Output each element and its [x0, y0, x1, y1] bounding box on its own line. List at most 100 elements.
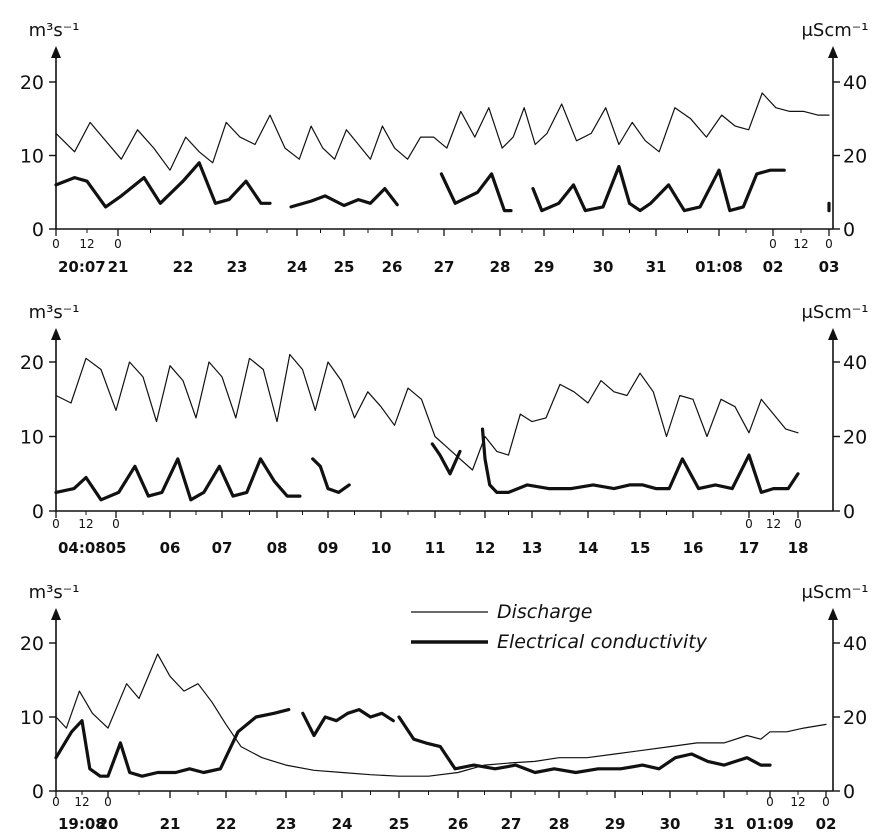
panel-1-day-label: 02	[763, 258, 784, 276]
panel-2-hour-label-end: 0	[794, 517, 802, 531]
panel-1-conductivity-line-segment	[439, 172, 513, 213]
panel-1-day-label: 31	[646, 258, 667, 276]
panel-3-hour-label-end: 0	[822, 795, 830, 809]
panel-3-day-label: 02	[816, 815, 837, 833]
panel-1-day-label: 25	[334, 258, 355, 276]
panel-1-day-label: 30	[593, 258, 614, 276]
panel-3-right-tick-label: 0	[843, 781, 855, 803]
panel-1-left-tick-label: 20	[20, 72, 44, 94]
panel-3-left-tick-label: 20	[20, 633, 44, 655]
panel-1-hour-label-start: 0	[114, 237, 122, 251]
panel-1-right-tick-label: 40	[843, 72, 867, 94]
panel-3-day-label: 25	[389, 815, 410, 833]
panel-2-day-label: 09	[318, 539, 339, 557]
panel-1-day-label: 28	[490, 258, 511, 276]
panel-1-left-axis-arrow	[51, 46, 61, 58]
panel-3-hour-label-start: 12	[74, 795, 89, 809]
panel-2-left-tick-label: 20	[20, 352, 44, 374]
panel-2-left-unit-label: m³s⁻¹	[29, 302, 80, 323]
panel-2-left-tick-label: 0	[32, 501, 44, 523]
panel-2-hour-label-start: 0	[52, 517, 60, 531]
panel-1-hour-label-end: 12	[793, 237, 808, 251]
panel-3-day-label: 28	[549, 815, 570, 833]
panel-2-hour-label-end: 12	[766, 517, 781, 531]
panel-2-day-label: 14	[578, 539, 599, 557]
panel-1-day-label: 29	[534, 258, 555, 276]
panel-3-day-label: 30	[660, 815, 681, 833]
panel-1-right-axis-arrow	[828, 46, 838, 58]
panel-1-hour-label-start: 12	[79, 237, 94, 251]
panel-2-conductivity-line-segment	[430, 442, 462, 476]
panel-2-right-tick-label: 20	[843, 427, 867, 449]
panel-3-right-unit-label: μScm⁻¹	[801, 582, 868, 603]
panel-2-day-label: 10	[371, 539, 392, 557]
panel-3-legend-conductivity-label: Electrical conductivity	[497, 631, 708, 653]
panel-2-conductivity-line-segment	[480, 427, 800, 494]
panel-1-left-unit-label: m³s⁻¹	[29, 20, 80, 41]
panel-2-day-label: 17	[739, 539, 760, 557]
panel-3-day-label: 01:09	[746, 815, 794, 833]
panel-3-right-tick-label: 40	[843, 633, 867, 655]
panel-2-day-label: 04:08	[58, 539, 106, 557]
panel-2-hour-label-start: 12	[78, 517, 93, 531]
panel-3-conductivity-line-segment	[54, 708, 291, 778]
panel-2-hour-label-start: 0	[112, 517, 120, 531]
panel-1-day-label: 26	[382, 258, 403, 276]
panel-3-left-tick-label: 10	[20, 707, 44, 729]
panel-2-day-label: 07	[212, 539, 233, 557]
panel-1-day-label: 01:08	[695, 258, 743, 276]
panel-1-day-label: 20:07	[58, 258, 106, 276]
panel-3-right-axis-arrow	[828, 608, 838, 620]
panel-2-right-axis-arrow	[828, 328, 838, 340]
panel-2-conductivity-line-segment	[54, 457, 302, 502]
panel-2-left-axis-arrow	[51, 328, 61, 340]
panel-3-conductivity-line-segment	[397, 715, 772, 775]
panel-1-day-label: 21	[108, 258, 129, 276]
panel-2-day-label: 13	[522, 539, 543, 557]
panel-3-day-label: 20	[98, 815, 119, 833]
panel-2-day-label: 08	[267, 539, 288, 557]
panel-1-conductivity-line-segment	[54, 161, 272, 209]
panel-3-day-label: 29	[605, 815, 626, 833]
panel-1-right-tick-label: 20	[843, 146, 867, 168]
panel-1-day-label: 23	[227, 258, 248, 276]
panel-2-day-label: 16	[683, 539, 704, 557]
panel-1-conductivity-line-segment	[531, 164, 632, 213]
panel-1-day-label: 03	[819, 258, 840, 276]
panel-2-hour-label-end: 0	[745, 517, 753, 531]
panel-1-day-label: 22	[173, 258, 194, 276]
panel-1-right-unit-label: μScm⁻¹	[801, 20, 868, 41]
panel-3-left-unit-label: m³s⁻¹	[29, 582, 80, 603]
panel-3-hour-label-start: 0	[52, 795, 60, 809]
panel-3-day-label: 23	[276, 815, 297, 833]
panel-3-hour-label-end: 12	[790, 795, 805, 809]
panel-2-day-label: 12	[475, 539, 496, 557]
panel-3-day-label: 31	[714, 815, 735, 833]
panel-1-conductivity-line-segment	[289, 187, 399, 209]
panel-3-day-label: 21	[160, 815, 181, 833]
panel-3-day-label: 22	[216, 815, 237, 833]
panel-3-conductivity-line-segment	[301, 708, 395, 738]
panel-2-day-label: 15	[630, 539, 651, 557]
panel-3-hour-label-end: 0	[766, 795, 774, 809]
panel-3-left-tick-label: 0	[32, 781, 44, 803]
panel-3-legend-discharge-label: Discharge	[497, 601, 593, 623]
panel-1-left-tick-label: 10	[20, 146, 44, 168]
panel-1-hour-label-end: 0	[825, 237, 833, 251]
panel-2-day-label: 05	[106, 539, 127, 557]
panel-2-day-label: 18	[788, 539, 809, 557]
panel-3-day-label: 24	[332, 815, 353, 833]
panel-1-hour-label-start: 0	[52, 237, 60, 251]
panel-3-hour-label-start: 0	[104, 795, 112, 809]
panel-2-day-label: 06	[160, 539, 181, 557]
panel-2-right-tick-label: 0	[843, 501, 855, 523]
panel-1-conductivity-line-segment	[627, 168, 786, 213]
panel-2-right-unit-label: μScm⁻¹	[801, 302, 868, 323]
panel-1-day-label: 24	[287, 258, 308, 276]
panel-1-left-tick-label: 0	[32, 219, 44, 241]
panel-3-right-tick-label: 20	[843, 707, 867, 729]
panel-3-day-label: 27	[501, 815, 522, 833]
panel-1-day-label: 27	[434, 258, 455, 276]
panel-3-day-label: 26	[448, 815, 469, 833]
